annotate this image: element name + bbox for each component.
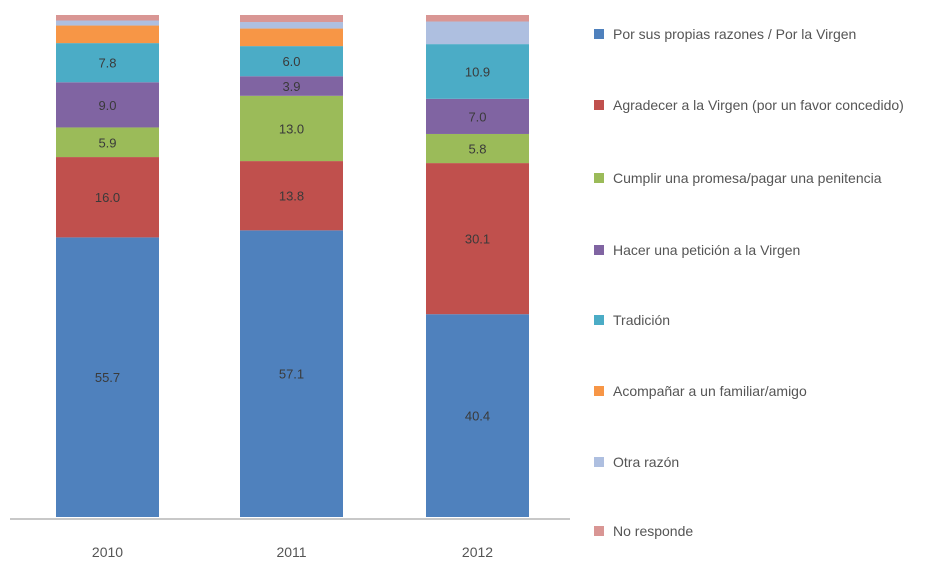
data-label: 7.0	[468, 109, 486, 124]
bar-segment	[56, 20, 159, 26]
data-label: 13.8	[279, 189, 304, 204]
legend-item: Otra razón	[594, 452, 943, 472]
legend-swatch	[594, 245, 604, 255]
data-label: 3.9	[282, 79, 300, 94]
bars-group	[56, 15, 529, 518]
bar-segment	[240, 230, 343, 517]
x-tick-label: 2011	[276, 544, 306, 560]
bar-segment	[56, 82, 159, 128]
x-tick-label: 2010	[92, 544, 123, 560]
x-tick-labels-group: 2010 2011 2012	[92, 544, 493, 560]
legend-label: Tradición	[613, 312, 671, 328]
data-label: 57.1	[279, 367, 304, 382]
segment-labels-group: 55.7 16.0 5.9 9.0 7.8 57.1 13.8 13.0 3.9 6.0 40.4 3…	[95, 54, 490, 423]
legend-item: Cumplir una promesa/pagar una penitencia	[594, 168, 943, 188]
data-label: 5.8	[468, 142, 486, 157]
legend-item: Tradición	[594, 310, 943, 330]
data-label: 30.1	[465, 232, 490, 247]
bar-segment	[56, 157, 159, 238]
legend-item: No responde	[594, 521, 943, 541]
legend-swatch	[594, 457, 604, 467]
bar-segment	[426, 21, 529, 45]
legend-label: Hacer una petición a la Virgen	[613, 242, 801, 258]
bar-segment	[240, 161, 343, 231]
bar-segment	[426, 314, 529, 517]
legend-item: Agradecer a la Virgen (por un favor conc…	[594, 95, 943, 115]
bar-segment	[56, 43, 159, 83]
data-label: 5.9	[98, 135, 116, 150]
bar-segment	[426, 163, 529, 315]
bar-segment	[240, 46, 343, 77]
data-label: 40.4	[465, 409, 490, 424]
data-label: 16.0	[95, 190, 120, 205]
stacked-bar-chart: 55.7 16.0 5.9 9.0 7.8 57.1 13.8 13.0 3.9 6.0 40.4 3…	[10, 15, 570, 560]
bar-segment	[426, 15, 529, 22]
legend-label: Otra razón	[613, 454, 680, 470]
bar-segment	[240, 22, 343, 29]
bar-segment	[240, 28, 343, 47]
legend-item: Acompañar a un familiar/amigo	[594, 381, 943, 401]
legend-label: Agradecer a la Virgen (por un favor conc…	[613, 97, 904, 113]
data-label: 9.0	[98, 98, 116, 113]
legend-swatch	[594, 315, 604, 325]
legend-swatch	[594, 29, 604, 39]
bar-segment	[56, 25, 159, 44]
bar-segment	[426, 98, 529, 134]
x-tick-label: 2012	[462, 544, 493, 560]
bar-segment	[426, 133, 529, 164]
data-label: 7.8	[98, 56, 116, 71]
bar-segment	[240, 76, 343, 96]
bar-segment	[56, 237, 159, 518]
legend-label: Por sus propias razones / Por la Virgen	[613, 26, 857, 42]
data-label: 10.9	[465, 64, 490, 79]
data-label: 55.7	[95, 370, 120, 385]
legend-label: No responde	[613, 523, 694, 539]
bar-segment	[240, 15, 343, 23]
bar-segment	[240, 95, 343, 162]
legend-label: Acompañar a un familiar/amigo	[613, 383, 807, 399]
bar-segment	[56, 127, 159, 158]
legend-swatch	[594, 526, 604, 536]
bar-segment	[426, 44, 529, 99]
legend-item: Hacer una petición a la Virgen	[594, 240, 943, 260]
legend-swatch	[594, 100, 604, 110]
legend-swatch	[594, 386, 604, 396]
data-label: 13.0	[279, 121, 304, 136]
bar-segment	[56, 15, 159, 21]
legend-label: Cumplir una promesa/pagar una penitencia	[613, 170, 882, 186]
legend-item: Por sus propias razones / Por la Virgen	[594, 24, 943, 44]
data-label: 6.0	[282, 54, 300, 69]
legend-swatch	[594, 173, 604, 183]
